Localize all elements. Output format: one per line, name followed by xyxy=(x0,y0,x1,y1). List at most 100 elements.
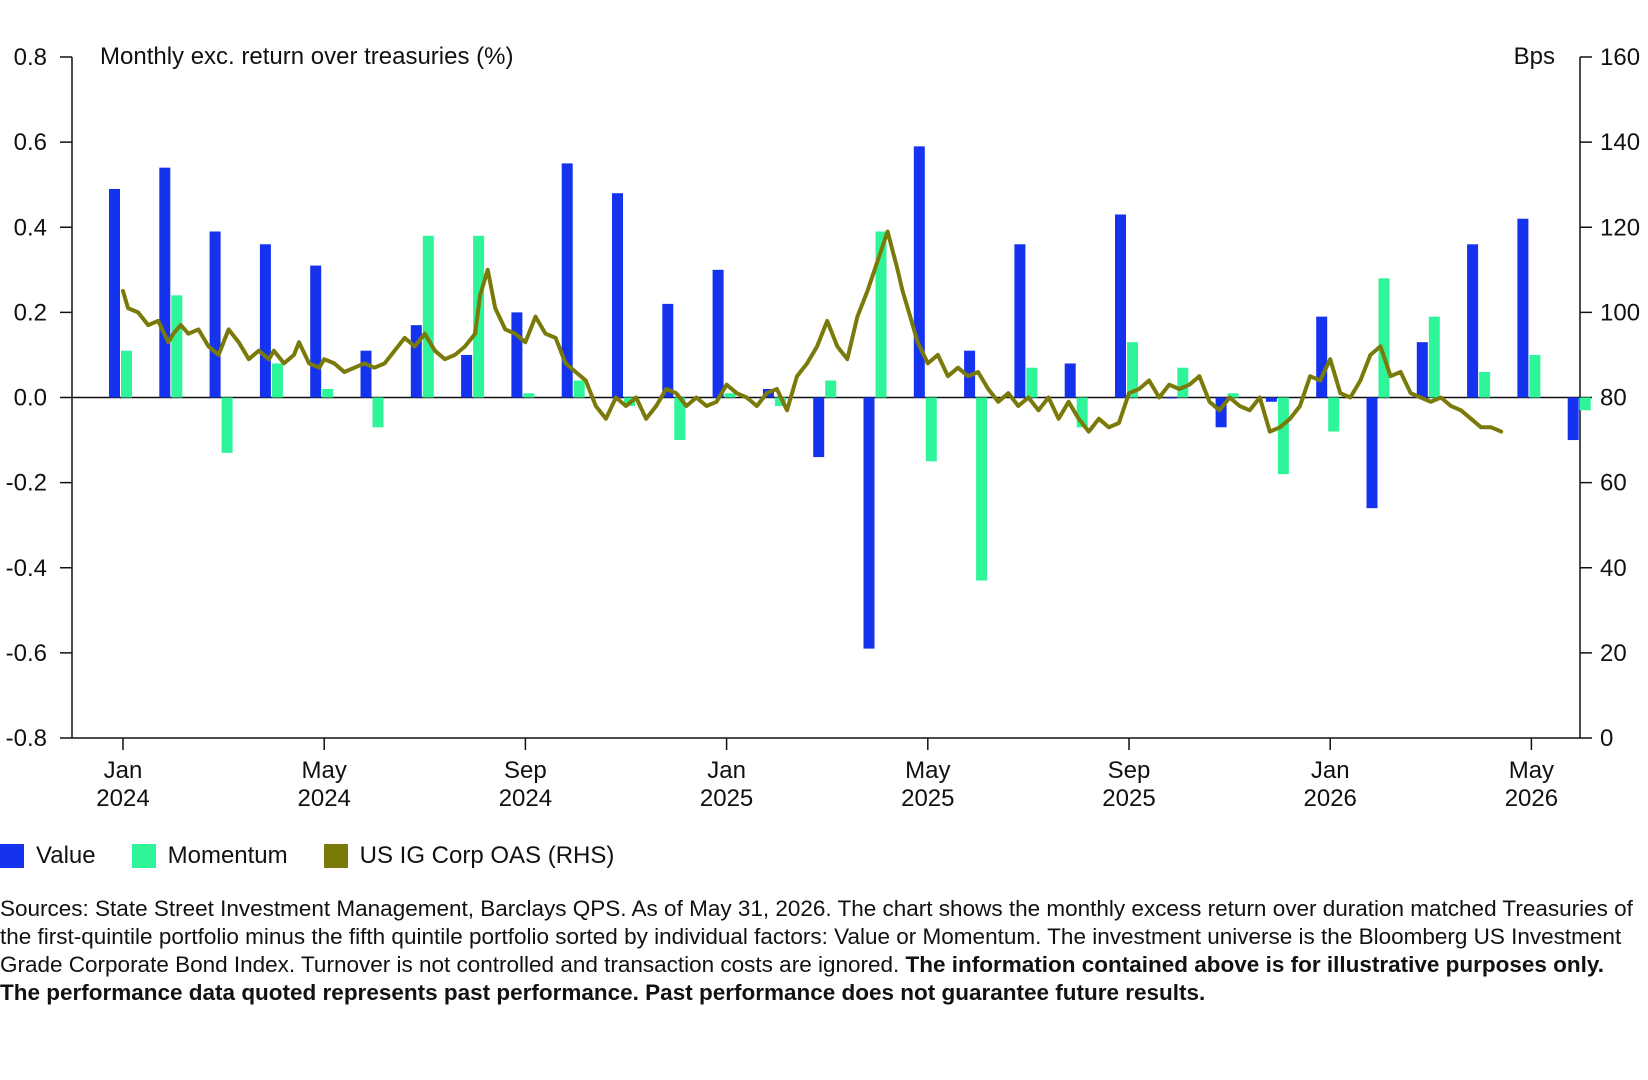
x-tick-label-month: Sep xyxy=(504,757,547,784)
left-tick-label: -0.6 xyxy=(6,640,47,667)
x-tick-label-month: Jan xyxy=(104,757,143,784)
momentum-bar xyxy=(1378,278,1390,398)
right-tick-label: 120 xyxy=(1600,214,1640,241)
value-bar xyxy=(1366,397,1378,509)
momentum-bar xyxy=(774,397,786,407)
right-tick-label: 80 xyxy=(1600,385,1627,412)
legend-item-oas: US IG Corp OAS (RHS) xyxy=(323,842,615,870)
momentum-bar xyxy=(121,350,132,398)
value-bar xyxy=(561,163,573,398)
disclaimer-text: The information contained above is for i… xyxy=(0,952,1604,1005)
x-tick-label-month: Jan xyxy=(707,757,746,784)
momentum-bar xyxy=(573,380,585,398)
value-bar xyxy=(863,397,875,649)
source-notes: Sources: State Street Investment Managem… xyxy=(0,895,1646,1007)
momentum-bar xyxy=(271,363,283,398)
chart: Monthly exc. return over treasuries (%) … xyxy=(6,43,1640,812)
left-tick-label: 0.0 xyxy=(14,385,47,412)
x-tick-label-month: Jan xyxy=(1311,757,1350,784)
value-bar xyxy=(813,397,825,458)
momentum-bar xyxy=(825,380,837,398)
value-bar xyxy=(109,188,120,398)
right-tick-label: 140 xyxy=(1600,129,1640,156)
oas-line xyxy=(121,229,1504,434)
x-tick-label-year: 2025 xyxy=(700,785,753,812)
x-tick-label-month: May xyxy=(1509,757,1554,784)
value-bar xyxy=(310,265,322,398)
value-bar xyxy=(1517,218,1529,398)
legend-label-momentum: Momentum xyxy=(167,842,288,869)
value-bar xyxy=(1567,397,1579,441)
x-tick-label-year: 2024 xyxy=(96,785,149,812)
oas-swatch xyxy=(323,844,348,868)
source-text: Sources: State Street Investment Managem… xyxy=(0,896,1633,977)
momentum-bar xyxy=(976,397,988,581)
axes-layer xyxy=(60,56,1592,750)
right-tick-label: 160 xyxy=(1600,44,1640,71)
x-tick-label-year: 2024 xyxy=(298,785,351,812)
left-tick-label: -0.8 xyxy=(6,725,47,752)
momentum-bar xyxy=(1177,367,1189,398)
value-bar xyxy=(712,269,724,398)
value-bar xyxy=(209,231,221,398)
right-tick-label: 40 xyxy=(1600,555,1627,582)
value-bar xyxy=(159,167,171,398)
oas-line-layer xyxy=(121,229,1504,434)
momentum-bar xyxy=(221,397,233,453)
value-bar xyxy=(662,303,674,398)
value-bar xyxy=(1115,214,1126,398)
x-tick-label-year: 2026 xyxy=(1505,785,1558,812)
left-tick-label: 0.8 xyxy=(14,44,47,71)
value-bar xyxy=(913,146,925,398)
momentum-bar xyxy=(1529,354,1541,398)
labels-layer: Monthly exc. return over treasuries (%) … xyxy=(6,43,1640,812)
left-axis-title: Monthly exc. return over treasuries (%) xyxy=(100,43,513,70)
value-bar xyxy=(461,354,473,398)
legend-item-value: Value xyxy=(0,842,96,870)
x-tick-label-month: May xyxy=(905,757,950,784)
momentum-bar xyxy=(372,397,384,428)
x-tick-label-year: 2025 xyxy=(1102,785,1155,812)
value-bar xyxy=(1165,397,1177,399)
momentum-bar xyxy=(925,397,937,462)
momentum-bar xyxy=(875,231,887,398)
momentum-bar xyxy=(1328,397,1340,432)
value-swatch xyxy=(0,844,24,868)
value-bar xyxy=(612,193,623,398)
momentum-bar xyxy=(1579,397,1591,411)
momentum-bar xyxy=(1127,342,1138,398)
momentum-bar xyxy=(171,295,183,398)
value-bar xyxy=(410,325,422,398)
left-tick-label: -0.4 xyxy=(6,555,47,582)
right-tick-label: 60 xyxy=(1600,470,1627,497)
value-bar xyxy=(1215,397,1227,428)
left-tick-label: 0.2 xyxy=(14,299,47,326)
legend: Value Momentum US IG Corp OAS (RHS) xyxy=(0,842,650,870)
bars-layer xyxy=(109,146,1591,649)
value-bar xyxy=(511,312,523,398)
value-bar xyxy=(1416,342,1428,398)
value-bar xyxy=(1064,363,1076,398)
momentum-bar xyxy=(1026,367,1038,398)
legend-item-momentum: Momentum xyxy=(131,842,288,870)
value-bar xyxy=(1014,244,1026,398)
momentum-bar xyxy=(1076,397,1088,428)
momentum-bar xyxy=(674,397,686,441)
x-tick-label-month: May xyxy=(302,757,347,784)
value-bar xyxy=(360,350,372,398)
left-tick-label: -0.2 xyxy=(6,470,47,497)
legend-label-oas: US IG Corp OAS (RHS) xyxy=(359,842,615,869)
value-bar xyxy=(1265,397,1277,402)
value-bar xyxy=(259,244,271,398)
left-tick-label: 0.6 xyxy=(14,129,47,156)
momentum-bar xyxy=(523,393,535,398)
left-tick-label: 0.4 xyxy=(14,214,47,241)
x-tick-label-year: 2024 xyxy=(499,785,552,812)
momentum-bar xyxy=(1227,393,1239,398)
value-bar xyxy=(1316,316,1328,398)
right-axis-title: Bps xyxy=(1514,43,1555,70)
right-tick-label: 20 xyxy=(1600,640,1627,667)
x-tick-label-year: 2026 xyxy=(1304,785,1357,812)
x-tick-label-year: 2025 xyxy=(901,785,954,812)
momentum-swatch xyxy=(131,844,156,868)
